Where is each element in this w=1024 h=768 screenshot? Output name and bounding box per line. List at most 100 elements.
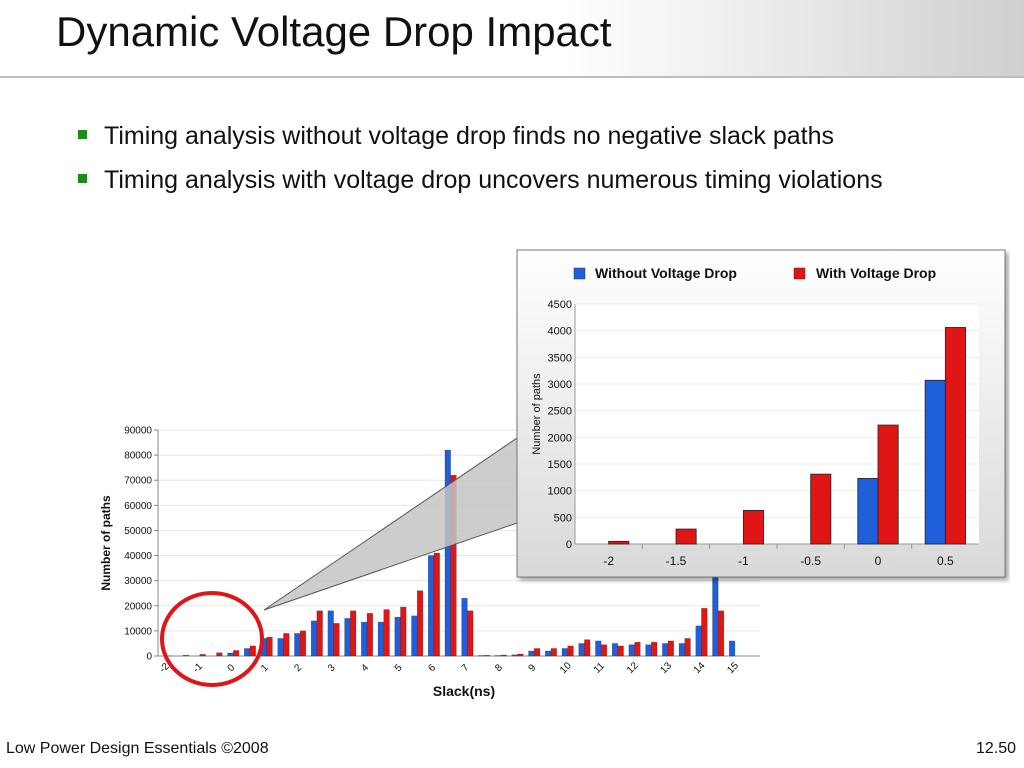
inset-x-tick-label: -1	[738, 554, 749, 568]
main-bar	[411, 615, 418, 657]
main-bar	[333, 623, 340, 657]
bullet-square-icon	[78, 130, 87, 139]
main-bar	[450, 474, 457, 657]
main-chart: 0100002000030000400005000060000700008000…	[99, 426, 760, 699]
legend-swatch-with	[793, 267, 806, 280]
main-y-tick-labels: 0 10000 20000 30000 40000 50000 60000 70000 8000…	[124, 426, 152, 663]
inset-y-tick-label: 2000	[548, 432, 572, 444]
main-bar	[366, 613, 373, 657]
main-bar	[600, 644, 608, 657]
highlight-circle	[160, 591, 264, 687]
main-bar	[266, 636, 273, 657]
bullet-text: Timing analysis without voltage drop fin…	[104, 122, 835, 150]
bullet-list: Timing analysis without voltage drop fin…	[78, 114, 883, 202]
main-bar	[199, 654, 206, 657]
inset-y-tick-label: 3000	[548, 379, 572, 391]
page-title: Dynamic Voltage Drop Impact	[56, 8, 612, 55]
main-bar	[617, 645, 624, 657]
main-bar	[467, 610, 474, 657]
bullet-text: Timing analysis with voltage drop uncove…	[104, 166, 883, 194]
main-bar	[550, 648, 557, 657]
main-y-tick-label: 40000	[124, 551, 152, 562]
inset-y-tick-label: 4500	[548, 299, 572, 311]
main-bar	[350, 610, 357, 657]
legend-label-without: Without Voltage Drop	[595, 265, 737, 281]
main-bar	[216, 652, 223, 657]
main-bar	[701, 608, 708, 657]
main-bar	[483, 654, 491, 657]
main-y-tick-label: 80000	[124, 451, 152, 462]
inset-x-tick-label: -0.5	[800, 554, 821, 568]
main-bar	[567, 645, 574, 657]
inset-y-tick-label: 500	[554, 512, 572, 524]
footer-copyright: Low Power Design Essentials ©2008	[6, 740, 269, 757]
main-y-tick-label: 50000	[124, 526, 152, 537]
inset-y-axis-label: Number of paths	[531, 373, 543, 455]
main-bar	[517, 653, 524, 657]
main-bar	[545, 650, 552, 657]
main-bar	[394, 616, 401, 657]
main-bar	[534, 648, 541, 657]
inset-y-tick-label: 4000	[548, 326, 572, 338]
inset-bars	[608, 327, 966, 545]
main-bar	[728, 640, 736, 657]
inset-bar	[810, 473, 832, 545]
bullet-item: Timing analysis with voltage drop uncove…	[78, 158, 883, 202]
inset-bar	[877, 424, 899, 545]
main-bar	[182, 654, 190, 657]
main-y-tick-label: 60000	[124, 501, 152, 512]
main-bar	[684, 638, 691, 657]
main-bar	[416, 590, 424, 657]
inset-bar	[608, 540, 630, 545]
title-band	[0, 0, 1024, 78]
main-y-tick-label: 20000	[124, 601, 152, 612]
inset-y-tick-label: 1000	[548, 486, 572, 498]
main-bar	[717, 610, 725, 657]
inset-x-tick-label: 0	[875, 554, 882, 568]
main-y-tick-label: 10000	[124, 626, 152, 637]
main-bar	[667, 640, 674, 657]
main-y-tick-label: 70000	[124, 476, 152, 487]
inset-y-tick-label: 0	[566, 539, 572, 551]
main-bar	[500, 654, 507, 657]
inset-bar	[944, 327, 966, 545]
main-bars	[166, 449, 736, 657]
inset-grid	[574, 303, 979, 549]
main-bar	[634, 641, 641, 657]
main-bar	[400, 606, 407, 657]
main-y-tick-label: 30000	[124, 576, 152, 587]
inset-x-tick-label: -1.5	[666, 554, 687, 568]
main-y-axis-label: Number of paths	[99, 495, 113, 591]
main-bar	[433, 552, 440, 657]
legend-swatch-without	[573, 267, 586, 280]
main-bar	[561, 648, 568, 657]
inset-y-tick-label: 2500	[548, 406, 572, 418]
legend-label-with: With Voltage Drop	[816, 265, 936, 281]
main-bar	[383, 609, 390, 657]
inset-x-tick-label: 0.5	[937, 554, 954, 568]
main-x-axis-label: Slack(ns)	[433, 683, 495, 699]
inset-x-tick-label: -2	[603, 554, 614, 568]
main-y-tick-label: 0	[146, 652, 152, 663]
inset-y-tick-label: 1500	[548, 459, 572, 471]
inset-bar	[675, 528, 697, 545]
main-y-tick-label: 90000	[124, 426, 152, 437]
main-bar	[299, 630, 307, 657]
inset-bar	[924, 379, 946, 545]
inset-plot-area	[575, 304, 979, 544]
main-bar	[478, 655, 485, 657]
inset-bar	[857, 477, 879, 545]
main-bar	[233, 650, 240, 657]
bullet-square-icon	[78, 174, 87, 183]
inset-legend: Without Voltage Drop With Voltage Drop	[573, 265, 936, 281]
main-bar	[316, 610, 323, 657]
inset-bar	[742, 509, 764, 545]
bullet-item: Timing analysis without voltage drop fin…	[78, 114, 883, 158]
main-bar	[249, 645, 256, 657]
main-bar	[584, 639, 591, 657]
inset-x-tick-labels: -2 -1.5 -1 -0.5 0 0.5	[603, 554, 954, 568]
main-bar	[651, 641, 658, 657]
inset-y-tick-labels: 0 500 1000 1500 2000 2500 3000 3500 4000 4500	[548, 299, 572, 551]
inset-y-tick-label: 3500	[548, 352, 572, 364]
